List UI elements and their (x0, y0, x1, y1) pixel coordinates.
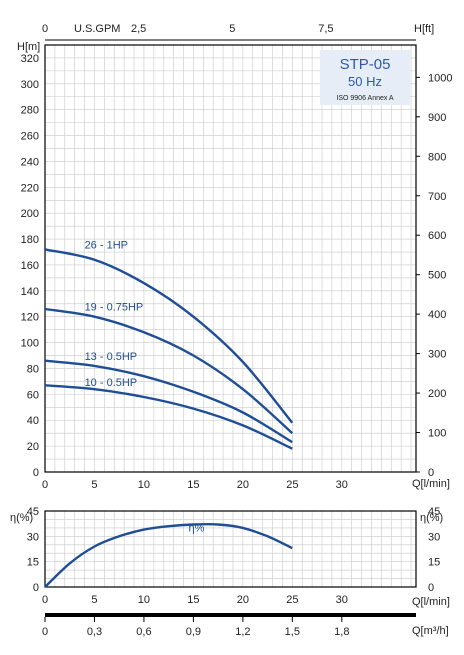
y-tick-label: 20 (27, 441, 39, 453)
right-y-tick-label: 500 (428, 270, 446, 282)
m3h-tick-label: 0,3 (87, 626, 102, 638)
right-y-tick-label: 600 (428, 230, 446, 242)
y-tick-label: 60 (27, 389, 39, 401)
tick-labels: 0204060801001201401601802002202402602803… (21, 23, 453, 638)
x-tick-label: 30 (336, 479, 348, 491)
m3h-tick-label: 0,9 (186, 626, 201, 638)
right-y-tick-label: 700 (428, 191, 446, 203)
eta-y-tick-label: 30 (27, 531, 39, 543)
x-tick-label: 5 (91, 479, 97, 491)
eta-x-tick-label: 25 (286, 594, 298, 606)
y-tick-label: 140 (21, 286, 39, 298)
model-info-box: STP-05 50 Hz ISO 9906 Annex A (320, 50, 410, 105)
x-axis-label-eta: Q[l/min] (412, 596, 450, 608)
y-tick-label: 260 (21, 131, 39, 143)
m3h-tick-label: 1,5 (285, 626, 300, 638)
y-tick-label: 120 (21, 312, 39, 324)
eta-x-tick-label: 20 (237, 594, 249, 606)
eta-y-tick-label: 15 (27, 557, 39, 569)
eta-right-tick-label: 15 (428, 557, 440, 569)
head-curve-label: 26 - 1HP (85, 240, 128, 252)
right-y-tick-label: 300 (428, 349, 446, 361)
head-curve-3 (44, 384, 293, 450)
eta-y-tick-label: 0 (33, 582, 39, 594)
eta-right-tick-label: 45 (428, 506, 440, 518)
model-name: STP-05 (340, 56, 391, 73)
y-tick-label: 320 (21, 53, 39, 65)
right-y-tick-label: 100 (428, 428, 446, 440)
eta-x-tick-label: 5 (91, 594, 97, 606)
eta-x-tick-label: 15 (187, 594, 199, 606)
right-y-tick-label: 400 (428, 309, 446, 321)
plot-frame (44, 44, 417, 473)
m3h-tick-label: 0,6 (136, 626, 151, 638)
x-tick-label: 15 (187, 479, 199, 491)
efficiency-curve (44, 522, 293, 588)
eta-x-tick-label: 10 (138, 594, 150, 606)
curves: 26 - 1HP 19 - 0.75HP 13 - 0.5HP 10 - 0.5HP η… (44, 240, 294, 588)
eta-label-left: η(%) (10, 512, 33, 524)
y-tick-label: 280 (21, 105, 39, 117)
right-y-tick-label: 200 (428, 388, 446, 400)
x-axis-label-head: Q[l/min] (412, 478, 450, 490)
eta-x-tick-label: 0 (42, 594, 48, 606)
m3h-tick-label: 1,8 (334, 626, 349, 638)
eta-right-tick-label: 0 (428, 582, 434, 594)
x-tick-label: 20 (237, 479, 249, 491)
x-tick-label: 25 (286, 479, 298, 491)
m3h-tick-label: 0 (42, 626, 48, 638)
y-axis-label-right: H[ft] (414, 23, 434, 35)
head-curve-label: 10 - 0.5HP (85, 377, 138, 389)
right-y-tick-label: 1000 (428, 72, 452, 84)
y-tick-label: 220 (21, 182, 39, 194)
top-axis-label: U.S.GPM (74, 23, 120, 35)
top-tick-label: 5 (229, 23, 235, 35)
top-tick-label: 0 (42, 23, 48, 35)
standard-label: ISO 9906 Annex A (336, 95, 394, 102)
top-tick-label: 2,5 (131, 23, 146, 35)
top-tick-label: 7,5 (318, 23, 333, 35)
frequency-label: 50 Hz (348, 74, 382, 89)
head-curve-0 (44, 248, 294, 424)
eta-y-tick-label: 45 (27, 506, 39, 518)
eta-label-right: η(%) (420, 512, 443, 524)
head-curve-label: 13 - 0.5HP (85, 351, 138, 363)
right-y-tick-label: 900 (428, 112, 446, 124)
m3h-tick-label: 1,2 (235, 626, 250, 638)
y-tick-label: 240 (21, 156, 39, 168)
y-axis-label-left: H[m] (17, 41, 40, 53)
y-tick-label: 80 (27, 363, 39, 375)
x-tick-label: 10 (138, 479, 150, 491)
y-tick-label: 180 (21, 234, 39, 246)
m3h-axis-band (45, 613, 416, 617)
head-curve-2 (44, 359, 293, 444)
right-y-tick-label: 800 (428, 151, 446, 163)
y-tick-label: 40 (27, 415, 39, 427)
y-tick-label: 200 (21, 208, 39, 220)
y-tick-label: 0 (33, 467, 39, 479)
head-curve-label: 19 - 0.75HP (85, 302, 144, 314)
grid (44, 39, 417, 617)
x-tick-label: 0 (42, 479, 48, 491)
y-tick-label: 300 (21, 79, 39, 91)
x-axis-label-m3h: Q[m³/h] (412, 625, 449, 637)
eta-right-tick-label: 30 (428, 531, 440, 543)
plot-frame (44, 510, 417, 588)
y-tick-label: 160 (21, 260, 39, 272)
eta-x-tick-label: 30 (336, 594, 348, 606)
efficiency-curve-label: η% (188, 522, 204, 534)
y-tick-label: 100 (21, 338, 39, 350)
head-curve-1 (44, 307, 294, 435)
right-y-tick-label: 0 (428, 467, 434, 479)
